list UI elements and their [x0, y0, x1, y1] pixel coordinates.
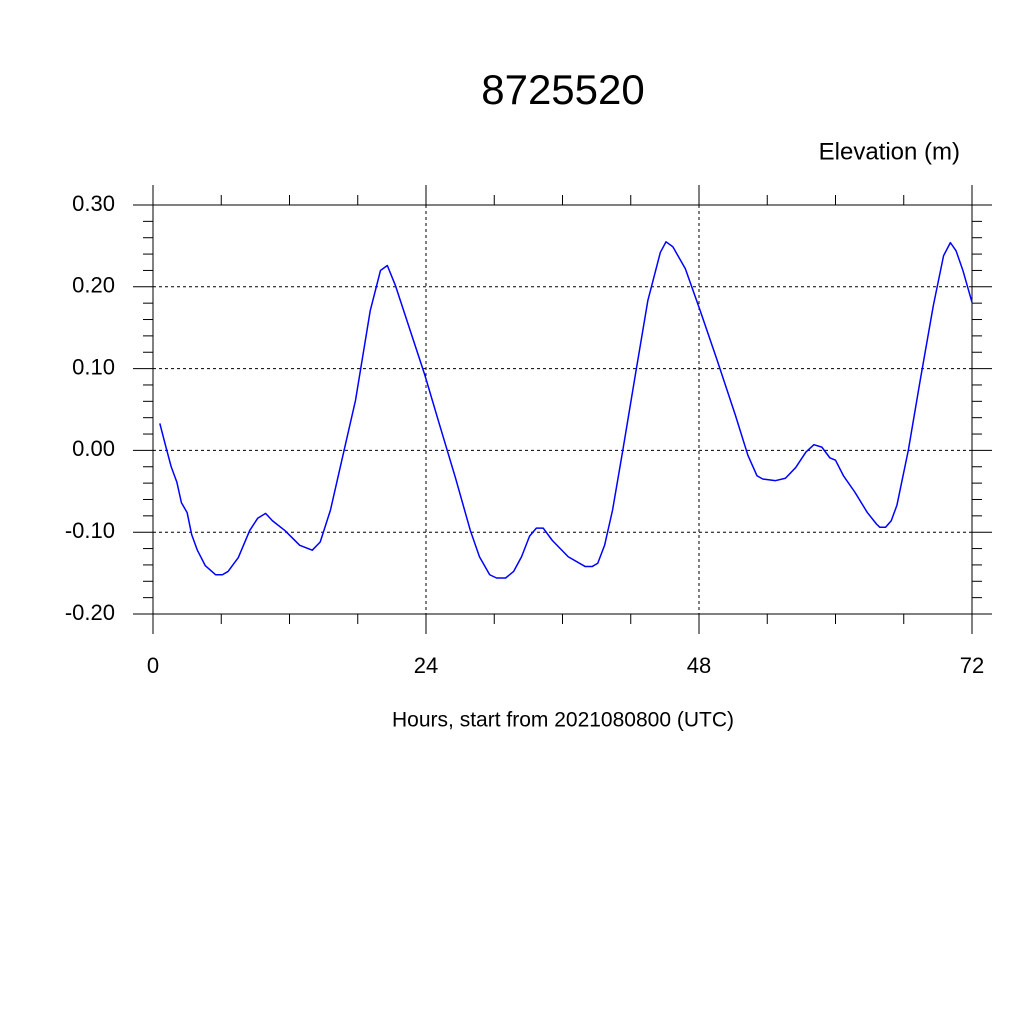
x-axis-title: Hours, start from 2021080800 (UTC): [392, 709, 734, 732]
y-tick-label: 0.00: [72, 436, 115, 461]
x-tick-label: 48: [687, 653, 711, 678]
x-tick-label: 72: [960, 653, 984, 678]
y-tick-label: 0.30: [72, 191, 115, 216]
chart-title: 8725520: [481, 66, 645, 113]
y-tick-label: 0.10: [72, 354, 115, 379]
y-tick-label: 0.20: [72, 273, 115, 298]
y-tick-label: -0.10: [65, 518, 115, 543]
y-tick-label: -0.20: [65, 600, 115, 625]
x-tick-label: 24: [414, 653, 438, 678]
y-axis-title: Elevation (m): [819, 138, 960, 165]
x-tick-label: 0: [147, 653, 159, 678]
plot-frame: [152, 204, 973, 615]
data-line: [159, 241, 973, 579]
